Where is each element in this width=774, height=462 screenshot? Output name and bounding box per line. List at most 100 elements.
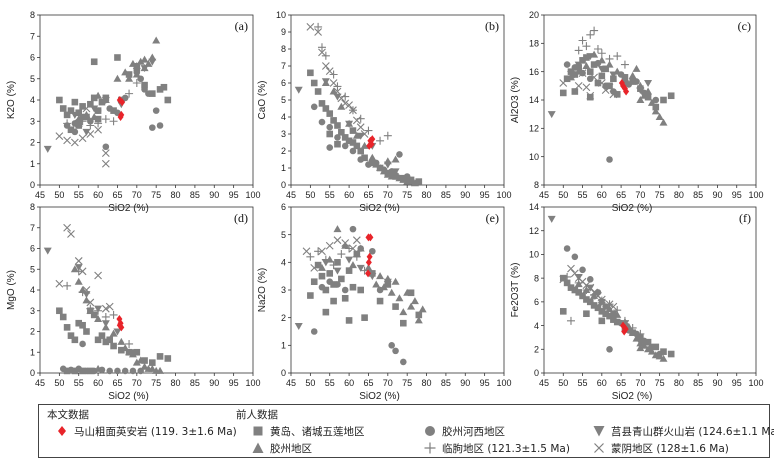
x-tick-label: 70: [635, 378, 645, 388]
point-linqu: [582, 286, 591, 294]
point-juxian_qingshan: [82, 128, 91, 136]
point-linqu: [582, 42, 591, 51]
point-huangdao: [583, 54, 590, 61]
point-jiaozhou_hexi: [586, 276, 594, 283]
point-linqu: [597, 49, 606, 58]
point-huangdao: [98, 332, 106, 339]
point-huangdao: [606, 82, 613, 90]
point-huangdao: [610, 75, 617, 83]
point-juxian_qingshan: [345, 256, 354, 264]
point-jiaozhou_hexi: [310, 328, 318, 335]
point-huangdao: [613, 318, 621, 326]
point-huangdao: [357, 147, 365, 155]
x-tick-label: 100: [748, 378, 763, 388]
y-tick-label: 6: [30, 53, 35, 63]
x-tick-label: 95: [480, 190, 490, 200]
y-tick-label: 1: [30, 159, 35, 169]
point-huangdao: [559, 274, 567, 282]
series-juxian_qingshan: [294, 78, 400, 176]
x-tick-label: 80: [422, 190, 432, 200]
point-jiaozhou: [659, 354, 668, 362]
point-jiaozhou_hexi: [156, 122, 164, 129]
x-tick-label: 90: [712, 378, 722, 388]
point-jiaozhou: [391, 155, 400, 163]
point-huangdao: [125, 71, 133, 78]
point-mengyin: [67, 230, 75, 238]
point-huangdao: [164, 96, 172, 104]
point-mengyin: [82, 104, 91, 113]
point-jiaozhou_hexi: [341, 286, 349, 294]
x-tick-label: 95: [229, 190, 239, 200]
point-huangdao: [71, 98, 79, 106]
point-huangdao: [349, 139, 357, 146]
point-jiaozhou: [387, 288, 396, 296]
point-linqu: [101, 312, 110, 321]
x-tick-label: 85: [190, 190, 200, 200]
y-tick-label: 18: [529, 39, 539, 49]
point-huangdao: [307, 69, 314, 77]
point-juxian_qingshan: [74, 264, 83, 272]
y-tick-label: 5: [30, 74, 35, 84]
point-jiaozhou: [94, 91, 103, 99]
point-huangdao: [326, 270, 334, 277]
point-jiaozhou_hexi: [149, 124, 156, 131]
point-juxian_qingshan: [636, 339, 645, 347]
point-jiaozhou: [90, 113, 99, 120]
point-huangdao: [407, 289, 415, 297]
point-huangdao: [110, 342, 117, 350]
point-mengyin: [578, 69, 587, 77]
point-jiaozhou_hexi: [137, 367, 144, 375]
x-tick-label: 55: [74, 378, 84, 388]
point-jiaozhou: [117, 337, 126, 345]
panel-label: (a): [235, 19, 248, 33]
point-jiaozhou: [636, 344, 645, 352]
point-mengyin: [574, 81, 583, 90]
point-jiaozhou_hexi: [602, 82, 609, 90]
series-this_study: [365, 233, 374, 278]
x-tick-label: 55: [578, 378, 588, 388]
point-mengyin: [306, 23, 315, 31]
point-jiaozhou: [148, 364, 157, 372]
point-jiaozhou_hexi: [98, 366, 106, 374]
x-axis-label: SiO2 (%): [108, 203, 149, 214]
point-linqu: [574, 46, 583, 55]
x-tick-label: 90: [209, 190, 219, 200]
point-jiaozhou: [368, 153, 377, 161]
point-mengyin: [597, 79, 606, 87]
x-tick-label: 90: [460, 378, 470, 388]
y-tick-label: 8: [30, 202, 35, 212]
y-tick-label: 2: [281, 313, 286, 323]
point-mengyin: [101, 149, 110, 158]
point-huangdao: [334, 259, 341, 266]
point-mengyin: [360, 130, 369, 138]
point-jiaozhou: [94, 315, 103, 323]
point-jiaozhou_hexi: [310, 103, 318, 111]
series-jiaozhou: [566, 50, 668, 126]
point-jiaozhou_hexi: [114, 367, 121, 375]
point-huangdao: [63, 324, 71, 331]
y-tick-label: 1: [281, 341, 286, 351]
point-linqu: [109, 310, 118, 319]
point-jiaozhou_hexi: [326, 278, 334, 286]
point-jiaozhou_hexi: [380, 166, 388, 173]
point-huangdao: [71, 336, 79, 344]
point-jiaozhou: [395, 294, 404, 302]
x-tick-label: 85: [441, 190, 451, 200]
point-linqu: [78, 117, 87, 126]
point-juxian_qingshan: [609, 310, 618, 318]
point-jiaozhou: [636, 96, 645, 103]
point-mengyin: [101, 159, 110, 168]
point-linqu: [590, 26, 599, 35]
point-juxian_qingshan: [148, 58, 157, 66]
point-jiaozhou_hexi: [67, 366, 75, 374]
point-linqu: [314, 22, 323, 31]
legend: 本文数据 前人数据 马山粗面英安岩 (119. 3±1.6 Ma) 黄岛、诸城五…: [38, 404, 774, 458]
point-juxian_qingshan: [547, 111, 556, 119]
y-tick-label: 4: [30, 285, 35, 295]
x-tick-label: 90: [712, 190, 722, 200]
x-tick-label: 75: [402, 378, 412, 388]
x-tick-label: 50: [54, 190, 64, 200]
point-juxian_qingshan: [128, 349, 137, 357]
point-huangdao: [586, 298, 594, 306]
